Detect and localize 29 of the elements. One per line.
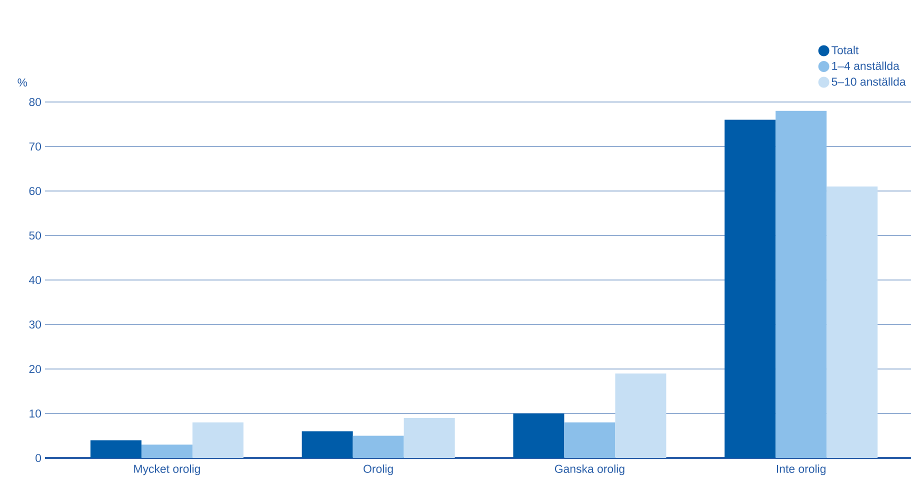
bar <box>776 110 827 458</box>
y-tick-label: 50 <box>29 231 42 240</box>
bar <box>513 414 564 458</box>
y-tick-label: 40 <box>29 276 42 284</box>
legend-label: Totalt <box>832 46 859 54</box>
x-tick-label: Ganska orolig <box>554 464 624 476</box>
bar <box>90 440 142 458</box>
legend-label: 1–4 anställda <box>832 62 900 70</box>
bar <box>564 422 616 458</box>
bar <box>724 120 776 458</box>
y-axis-title: % <box>18 78 28 86</box>
y-tick-label: 20 <box>29 364 42 374</box>
y-tick-label: 60 <box>29 186 42 196</box>
bar <box>404 418 455 458</box>
y-tick-label: 70 <box>29 142 42 151</box>
y-tick-label: 30 <box>29 320 42 329</box>
y-tick-label: 80 <box>29 98 42 106</box>
x-tick-label: Inte orolig <box>777 464 826 476</box>
bar <box>192 422 244 458</box>
x-tick-label: Mycket orolig <box>134 464 200 476</box>
bar <box>141 444 192 458</box>
bar <box>302 431 353 458</box>
y-tick-label: 10 <box>30 409 42 418</box>
legend-label: 5–10 anställda <box>832 77 906 86</box>
y-tick-label: 0 <box>36 454 42 462</box>
bar <box>352 436 404 458</box>
x-tick-label: Orolig <box>364 464 393 476</box>
bar <box>615 373 666 458</box>
bar <box>826 186 878 458</box>
